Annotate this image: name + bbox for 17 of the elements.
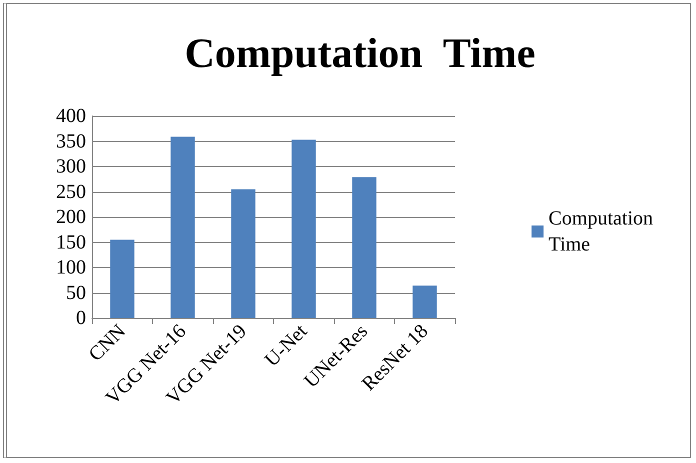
bar [352, 177, 376, 318]
y-tick-label: 250 [56, 180, 86, 203]
y-tick-label: 150 [56, 231, 86, 254]
legend-label: Computation Time [548, 208, 654, 256]
bar [170, 136, 195, 318]
bar [231, 189, 256, 318]
y-tick-label: 400 [56, 105, 86, 127]
y-tick-label: 50 [66, 282, 86, 304]
y-tick-label: 300 [56, 156, 86, 178]
chart-title: Computation Time [184, 31, 536, 77]
bar [412, 286, 437, 318]
y-tick-label: 200 [56, 206, 86, 228]
bar [110, 240, 134, 318]
y-tick-label: 350 [56, 130, 86, 152]
bar [292, 140, 316, 318]
y-tick-label: 100 [56, 256, 86, 278]
y-tick-label: 0 [76, 307, 86, 329]
